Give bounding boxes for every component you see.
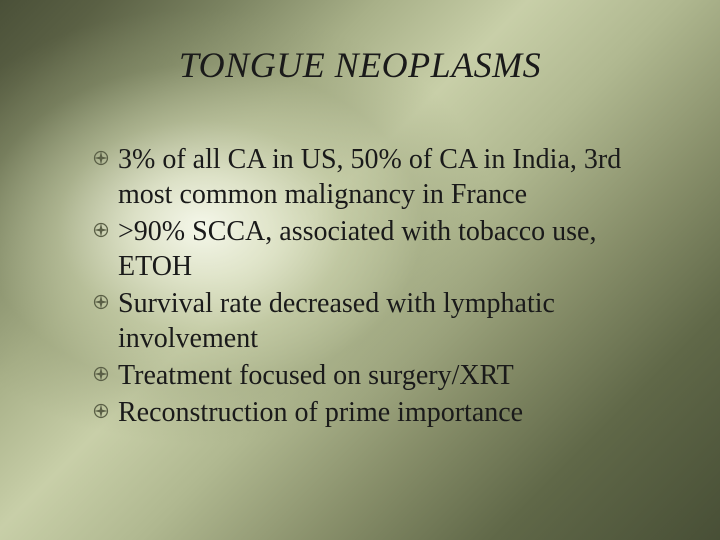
bullet-text: Treatment focused on surgery/XRT — [118, 358, 652, 393]
bullet-compass-icon — [92, 358, 118, 383]
bullet-item: Survival rate decreased with lymphatic i… — [92, 286, 652, 356]
bullet-item: Reconstruction of prime importance — [92, 395, 652, 430]
bullet-item: 3% of all CA in US, 50% of CA in India, … — [92, 142, 652, 212]
bullet-text: Reconstruction of prime importance — [118, 395, 652, 430]
bullet-item: Treatment focused on surgery/XRT — [92, 358, 652, 393]
bullet-compass-icon — [92, 214, 118, 239]
bullet-compass-icon — [92, 286, 118, 311]
bullet-compass-icon — [92, 142, 118, 167]
slide-title: TONGUE NEOPLASMS — [0, 44, 720, 86]
bullet-text: 3% of all CA in US, 50% of CA in India, … — [118, 142, 652, 212]
bullet-compass-icon — [92, 395, 118, 420]
slide: TONGUE NEOPLASMS 3% of all CA in US, 50%… — [0, 0, 720, 540]
slide-body: 3% of all CA in US, 50% of CA in India, … — [92, 142, 652, 432]
bullet-item: >90% SCCA, associated with tobacco use, … — [92, 214, 652, 284]
bullet-text: >90% SCCA, associated with tobacco use, … — [118, 214, 652, 284]
bullet-text: Survival rate decreased with lymphatic i… — [118, 286, 652, 356]
